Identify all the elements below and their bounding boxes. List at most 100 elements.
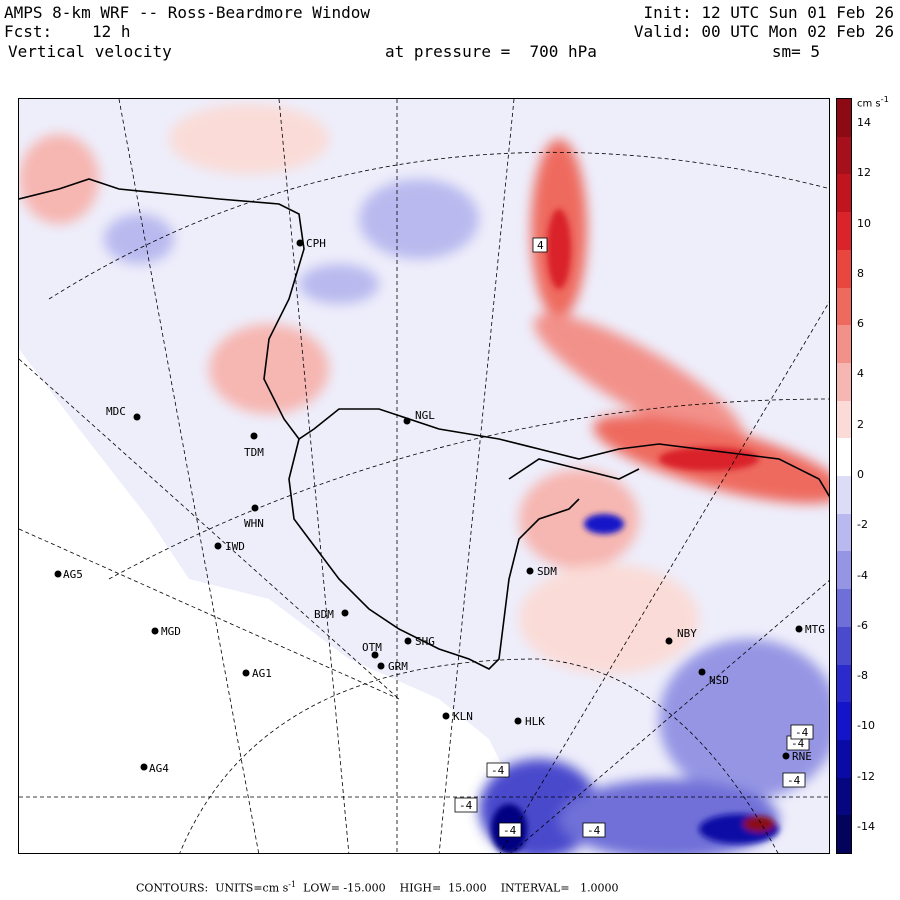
color-scale-tick-label: -10 [857, 719, 875, 733]
station-ag4[interactable]: AG4 [140, 762, 170, 775]
station-shg[interactable]: SHG [404, 635, 435, 648]
station-bdm[interactable]: BDM [314, 608, 349, 621]
station-kln[interactable]: KLN [442, 710, 473, 723]
contour-label-box [498, 822, 522, 838]
color-scale-tick-label: 2 [857, 417, 864, 431]
station-dot [698, 668, 706, 676]
color-scale-tick-label: 6 [857, 317, 864, 331]
contour-label-box [454, 797, 478, 813]
station-ag1[interactable]: AG1 [242, 667, 272, 680]
coast-line-segment [508, 458, 640, 480]
color-scale-tick-label: 8 [857, 266, 864, 280]
no-data-region [19, 349, 529, 853]
map-title: AMPS 8-km WRF -- Ross-Beardmore Window [4, 3, 371, 22]
station-label: AG5 [63, 568, 83, 581]
map-panel: CPH MDC NGL TDM WHN IWD AG5 SDM BDM MGD … [18, 98, 830, 854]
upward-motion-area [19, 134, 99, 224]
station-rne[interactable]: RNE [782, 750, 812, 763]
station-sdm[interactable]: SDM [526, 565, 558, 578]
contour-label-text: -4 [459, 799, 473, 812]
color-scale-segment [837, 212, 851, 251]
units-label: UNITS=cm s [215, 881, 289, 895]
color-scale-segment [837, 287, 851, 326]
station-dot [214, 542, 222, 550]
high-value: HIGH= 15.000 [399, 881, 487, 895]
station-dot [133, 413, 141, 421]
downward-motion-area [299, 264, 379, 304]
station-label: AG1 [252, 667, 272, 680]
color-scale-units: cm s-1 [857, 94, 889, 109]
contour-label-text: -4 [791, 737, 805, 750]
station-ngl[interactable]: NGL [403, 409, 436, 425]
color-scale-segment [837, 99, 851, 138]
ice-shelf-front [288, 438, 580, 670]
station-dot [151, 627, 159, 635]
color-scale-segment [837, 400, 851, 439]
station-dot [377, 662, 385, 670]
contour-label: 4 [532, 237, 548, 253]
contours-label: CONTOURS: [136, 881, 209, 895]
station-label: AG4 [149, 762, 169, 775]
color-scale-segment [837, 513, 851, 552]
station-dot [442, 712, 450, 720]
station-dot [403, 417, 411, 425]
upward-motion-area [519, 469, 639, 569]
station-dot [251, 504, 259, 512]
station-dot [296, 239, 304, 247]
station-label: RNE [792, 750, 812, 763]
station-cph[interactable]: CPH [296, 237, 326, 250]
interval-value: INTERVAL= 1.0000 [500, 881, 619, 895]
color-scale-segment [837, 362, 851, 402]
station-label: NSD [709, 674, 729, 687]
station-tdm[interactable]: TDM [244, 432, 264, 460]
color-scale-segment [837, 702, 851, 741]
color-scale-segment [837, 325, 851, 364]
color-scale-segment [837, 136, 851, 175]
station-label: SDM [537, 565, 557, 578]
station-label: WHN [244, 517, 264, 530]
color-scale-tick-label: -12 [857, 769, 875, 783]
station-grm[interactable]: GRM [377, 660, 409, 673]
vertical-velocity-field [19, 104, 829, 853]
contour-label: -4 [782, 772, 806, 788]
contour-label: -4 [454, 797, 478, 813]
station-iwd[interactable]: IWD [214, 540, 245, 553]
units-text: cm s [857, 98, 881, 110]
coastline [19, 178, 829, 670]
color-scale-segment [837, 815, 851, 854]
latitude-line [48, 151, 829, 300]
station-dot [665, 637, 673, 645]
station-mtg[interactable]: MTG [795, 623, 825, 636]
contour-label-box [486, 762, 510, 778]
contour-label-box [532, 237, 548, 253]
station-nby[interactable]: NBY [665, 627, 698, 645]
station-whn[interactable]: WHN [244, 504, 264, 531]
station-otm[interactable]: OTM [362, 641, 382, 659]
station-ag5[interactable]: AG5 [54, 568, 83, 581]
longitude-line [510, 580, 829, 853]
station-mgd[interactable]: MGD [151, 625, 181, 638]
station-label: GRM [388, 660, 408, 673]
station-label: HLK [525, 715, 545, 728]
color-scale-tick-label: 10 [857, 216, 871, 230]
station-label: MGD [161, 625, 181, 638]
longitude-line [19, 528, 400, 700]
station-hlk[interactable]: HLK [514, 715, 546, 728]
contour-label-text: 4 [537, 239, 544, 252]
station-mdc[interactable]: MDC [106, 405, 141, 421]
station-nsd[interactable]: NSD [698, 668, 729, 688]
station-markers: CPH MDC NGL TDM WHN IWD AG5 SDM BDM MGD … [54, 237, 825, 775]
lat-lon-grid [19, 99, 829, 853]
upward-motion-area [209, 324, 329, 414]
pressure-level: at pressure = 700 hPa [385, 42, 597, 61]
longitude-line [499, 301, 829, 853]
station-dot [242, 669, 250, 677]
station-label: IWD [225, 540, 245, 553]
station-label: MTG [805, 623, 825, 636]
contour-value-labels: 4 -4 -4 -4 -4 -4 -4 -4 [454, 237, 814, 838]
contour-label: -4 [486, 762, 510, 778]
station-dot [341, 609, 349, 617]
station-label: NBY [677, 627, 697, 640]
coast-line-segment [19, 178, 829, 498]
color-scale-tick-label: 0 [857, 468, 864, 481]
